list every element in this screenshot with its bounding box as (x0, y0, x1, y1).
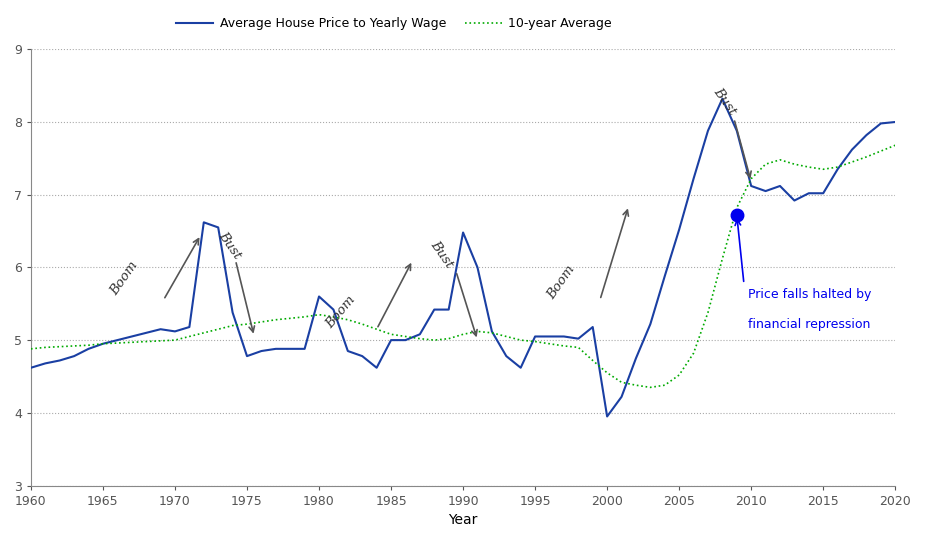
Average House Price to Yearly Wage (198, 219, 209, 226)
Average House Price to Yearly Wage (487, 328, 498, 335)
10-year Average (327, 314, 339, 320)
Text: Bust: Bust (711, 85, 739, 118)
Average House Price to Yearly Wage (544, 333, 555, 340)
Line: Average House Price to Yearly Wage: Average House Price to Yearly Wage (31, 99, 895, 417)
10-year Average (227, 322, 238, 329)
10-year Average (487, 329, 498, 336)
Line: 10-year Average: 10-year Average (31, 146, 895, 387)
10-year Average (645, 384, 656, 391)
Average House Price to Yearly Wage (601, 413, 612, 420)
Text: Boom: Boom (545, 262, 577, 301)
10-year Average (789, 161, 800, 167)
Text: Bust: Bust (427, 238, 455, 270)
Text: Bust: Bust (216, 229, 244, 262)
Average House Price to Yearly Wage (25, 365, 36, 371)
X-axis label: Year: Year (449, 513, 478, 527)
Legend: Average House Price to Yearly Wage, 10-year Average: Average House Price to Yearly Wage, 10-y… (171, 12, 617, 35)
10-year Average (544, 340, 555, 347)
Text: Price falls halted by: Price falls halted by (748, 288, 871, 301)
Text: financial repression: financial repression (748, 318, 870, 331)
Average House Price to Yearly Wage (327, 306, 339, 313)
Average House Price to Yearly Wage (227, 309, 238, 316)
Average House Price to Yearly Wage (717, 96, 728, 102)
10-year Average (25, 346, 36, 352)
Average House Price to Yearly Wage (890, 119, 901, 126)
Average House Price to Yearly Wage (803, 190, 814, 196)
10-year Average (890, 142, 901, 149)
Text: Boom: Boom (108, 259, 141, 298)
10-year Average (198, 329, 209, 336)
Text: Boom: Boom (324, 294, 358, 332)
